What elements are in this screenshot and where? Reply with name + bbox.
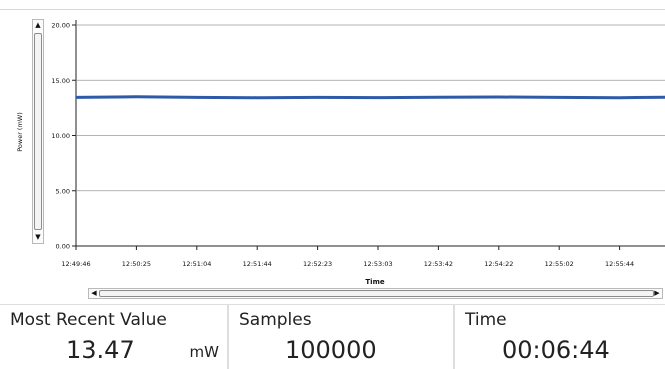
samples-value: 100000 xyxy=(285,336,377,364)
top-divider xyxy=(0,9,665,10)
x-tick-label: 12:52:23 xyxy=(303,260,332,268)
most-recent-value: 13.47 xyxy=(66,336,135,364)
x-tick-label: 12:55:44 xyxy=(605,260,634,268)
time-title: Time xyxy=(465,310,507,330)
scroll-right-arrow-icon[interactable]: ▶ xyxy=(654,289,660,297)
x-axis-label: Time xyxy=(365,278,385,286)
most-recent-unit: mW xyxy=(189,343,219,361)
scroll-up-arrow-icon[interactable]: ▲ xyxy=(35,21,41,29)
x-tick-label: 12:49:46 xyxy=(61,260,90,268)
time-panel: Time 00:06:44 xyxy=(455,305,665,369)
y-tick-label: 10.00 xyxy=(51,132,70,140)
x-tick-label: 12:53:42 xyxy=(424,260,453,268)
power-series-line xyxy=(75,95,665,100)
most-recent-panel: Most Recent Value 13.47 mW xyxy=(0,305,227,369)
x-tick-label: 12:50:25 xyxy=(122,260,151,268)
y-tick-label: 5.00 xyxy=(56,187,70,195)
x-tick-label: 12:54:22 xyxy=(484,260,513,268)
most-recent-title: Most Recent Value xyxy=(10,310,167,330)
power-chart: 0.00 5.00 10.00 15.00 20.00 12:49:46 12:50:25… xyxy=(51,20,665,268)
y-tick-label: 15.00 xyxy=(51,77,70,85)
scroll-left-arrow-icon[interactable]: ◀ xyxy=(91,289,97,297)
x-tick-label: 12:51:44 xyxy=(243,260,272,268)
readout-panels: Most Recent Value 13.47 mW Samples 10000… xyxy=(0,304,665,369)
time-value: 00:06:44 xyxy=(502,336,610,364)
y-tick-label: 0.00 xyxy=(56,243,70,251)
y-tick-label: 20.00 xyxy=(51,22,70,30)
samples-title: Samples xyxy=(239,310,312,330)
horizontal-scroll-thumb[interactable] xyxy=(99,290,654,297)
horizontal-scrollbar[interactable]: ◀ ▶ xyxy=(88,288,663,299)
vertical-scrollbar[interactable]: ▲ ▼ xyxy=(32,19,44,244)
vertical-scroll-thumb[interactable] xyxy=(34,33,42,230)
x-tick-label: 12:51:04 xyxy=(182,260,211,268)
scroll-down-arrow-icon[interactable]: ▼ xyxy=(35,233,41,241)
x-tick-label: 12:53:03 xyxy=(363,260,392,268)
x-tick-label: 12:55:02 xyxy=(545,260,574,268)
samples-panel: Samples 100000 xyxy=(229,305,453,369)
